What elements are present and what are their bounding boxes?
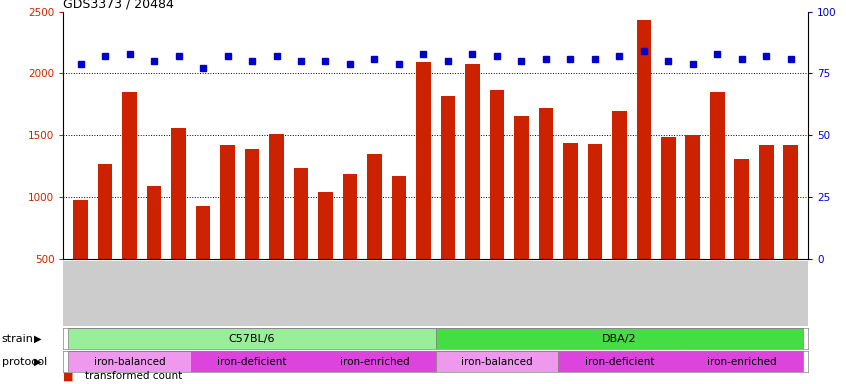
Text: protocol: protocol — [2, 357, 47, 367]
Bar — [392, 175, 406, 321]
Bar — [195, 206, 211, 321]
Bar — [146, 186, 162, 321]
Text: ▶: ▶ — [34, 357, 41, 367]
Bar — [661, 137, 676, 321]
Bar — [313, 351, 436, 372]
Text: iron-balanced: iron-balanced — [461, 357, 533, 367]
Text: ▶: ▶ — [34, 334, 41, 344]
Bar — [74, 200, 88, 321]
Bar — [441, 96, 455, 321]
Bar — [710, 92, 725, 321]
Text: iron-deficient: iron-deficient — [585, 357, 654, 367]
Bar — [783, 145, 798, 321]
Bar — [367, 154, 382, 321]
Bar — [587, 144, 602, 321]
Bar — [612, 111, 627, 321]
Bar — [465, 63, 480, 321]
Bar — [490, 89, 504, 321]
Bar — [318, 192, 332, 321]
Bar — [191, 351, 313, 372]
Bar — [436, 328, 803, 349]
Text: iron-deficient: iron-deficient — [217, 357, 287, 367]
Bar — [436, 351, 558, 372]
Bar — [171, 128, 186, 321]
Bar — [69, 351, 191, 372]
Text: DBA/2: DBA/2 — [602, 334, 637, 344]
Text: iron-balanced: iron-balanced — [94, 357, 165, 367]
Bar — [636, 20, 651, 321]
Bar — [343, 174, 357, 321]
Bar — [680, 351, 803, 372]
Text: C57BL/6: C57BL/6 — [228, 334, 275, 344]
Bar — [558, 351, 680, 372]
Text: strain: strain — [2, 334, 34, 344]
Bar — [98, 164, 113, 321]
Bar — [734, 159, 750, 321]
Bar — [563, 143, 578, 321]
Bar — [759, 145, 773, 321]
Text: iron-enriched: iron-enriched — [339, 357, 409, 367]
Bar — [244, 149, 260, 321]
Bar — [294, 167, 308, 321]
Bar — [539, 108, 553, 321]
Text: transformed count: transformed count — [85, 371, 182, 381]
Text: ■: ■ — [63, 371, 74, 381]
Bar — [220, 145, 235, 321]
Bar — [69, 328, 436, 349]
Bar — [269, 134, 284, 321]
Bar — [514, 116, 529, 321]
Text: iron-enriched: iron-enriched — [707, 357, 777, 367]
Bar — [685, 136, 700, 321]
Text: GDS3373 / 20484: GDS3373 / 20484 — [63, 0, 174, 10]
Bar — [416, 62, 431, 321]
Bar — [122, 92, 137, 321]
